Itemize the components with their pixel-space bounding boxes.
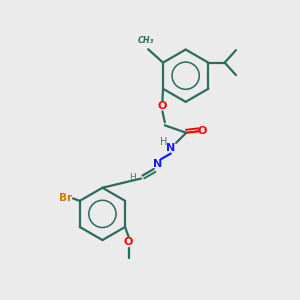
Text: N: N [166,143,176,153]
Text: O: O [198,126,207,136]
Text: N: N [153,159,162,169]
Text: H: H [129,172,136,182]
Text: O: O [158,101,167,111]
Text: O: O [124,237,133,248]
Text: H: H [160,137,167,147]
Text: Br: Br [59,194,72,203]
Text: CH₃: CH₃ [138,36,154,45]
